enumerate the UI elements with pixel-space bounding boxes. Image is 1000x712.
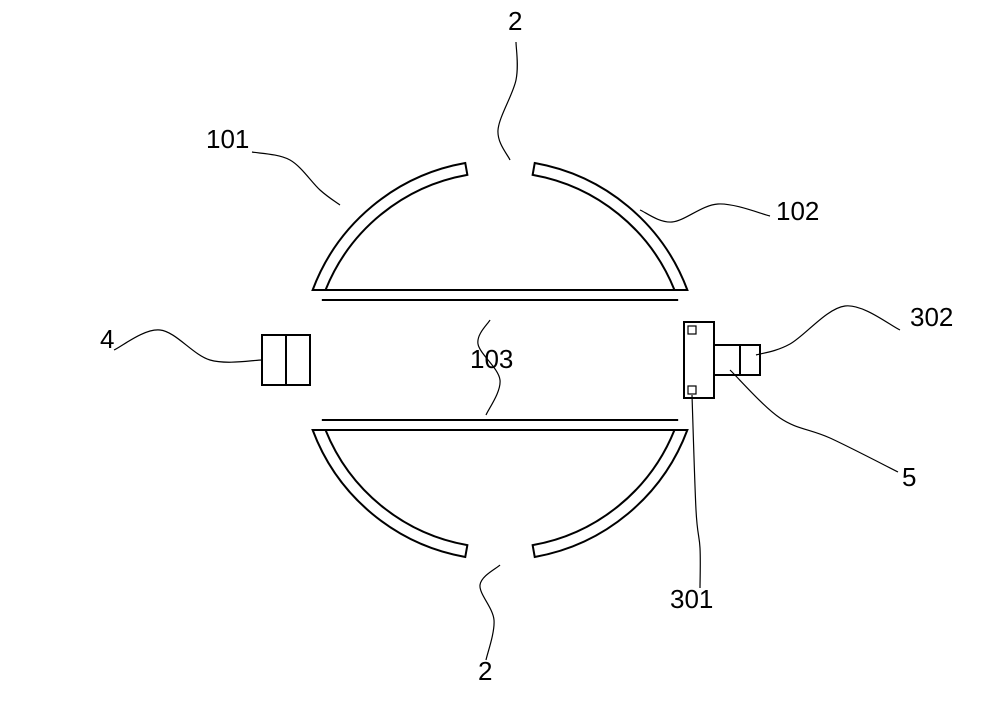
leader-line <box>498 42 517 160</box>
callout-label: 103 <box>470 344 513 374</box>
callout-label: 101 <box>206 124 249 154</box>
callout-label: 2 <box>478 656 492 686</box>
callout-label: 4 <box>100 324 114 354</box>
leader-line <box>480 565 500 660</box>
leader-line <box>692 395 700 588</box>
callout-label: 102 <box>776 196 819 226</box>
leader-line <box>730 370 898 472</box>
callout-label: 2 <box>508 6 522 36</box>
diagram-canvas: 2 101 102 4 103 302 5 301 2 <box>0 0 1000 712</box>
ring-segment <box>533 163 688 290</box>
ring-segment <box>313 430 468 557</box>
ring-segment <box>313 163 468 290</box>
leader-line <box>640 204 770 222</box>
callout-label: 5 <box>902 462 916 492</box>
right-cap <box>714 345 760 375</box>
leader-line <box>252 152 340 205</box>
leader-line <box>756 306 900 355</box>
leader-line <box>114 330 262 362</box>
ring-segment <box>533 430 688 557</box>
callout-label: 302 <box>910 302 953 332</box>
callout-label: 301 <box>670 584 713 614</box>
